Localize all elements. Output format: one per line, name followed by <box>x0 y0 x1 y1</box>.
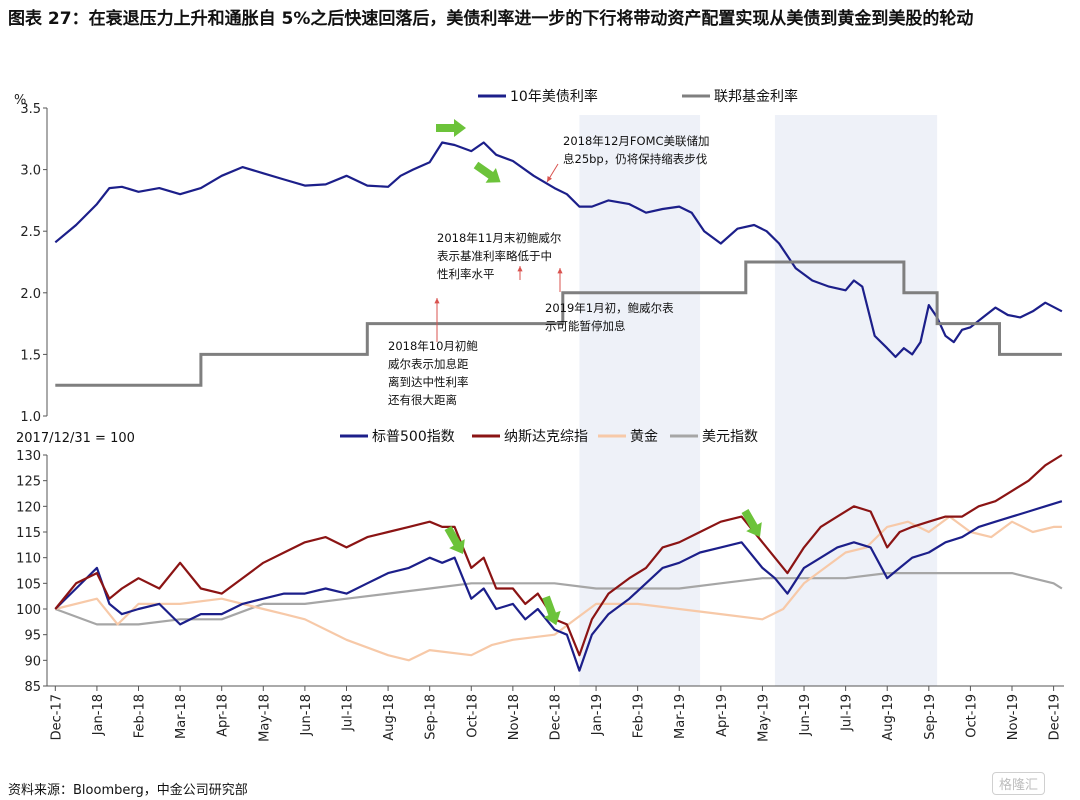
green-arrow-bottom-3-shape <box>741 509 762 537</box>
green-arrow-top-1 <box>436 119 466 137</box>
x-tick-label: Nov-18 <box>507 694 522 740</box>
x-tick-label: Sep-19 <box>923 694 938 740</box>
bottom-y-tick-label: 100 <box>16 603 41 618</box>
green-arrow-top-2-shape <box>473 161 501 183</box>
bottom-y-tick-label: 85 <box>24 680 41 695</box>
top-y-tick-label: 1.5 <box>20 348 41 363</box>
annotation-dec2018-fomc-line: 息25bp，仍将保持缩表步伐 <box>563 152 708 166</box>
top-y-tick-label: 2.5 <box>20 225 41 240</box>
x-tick-label: Oct-18 <box>465 694 480 738</box>
top-y-tick-label: 1.0 <box>20 410 41 425</box>
shaded-period-2 <box>774 115 938 686</box>
green-arrow-bottom-2-shape <box>542 595 561 626</box>
shaded-periods <box>579 115 938 686</box>
x-tick-label: Mar-18 <box>174 694 189 739</box>
top-y-tick-label: 3.0 <box>20 164 41 179</box>
bottom-y-axis-label: 2017/12/31 = 100 <box>16 431 135 446</box>
annotation-oct2018-powell-line: 离到达中性利率 <box>388 375 469 389</box>
annotation-jan2019-powell-line: 示可能暂停加息 <box>545 319 626 333</box>
bottom-y-tick-label: 110 <box>16 552 41 567</box>
x-tick-label: Feb-19 <box>632 694 647 738</box>
bottom-y-tick-label: 105 <box>16 577 41 592</box>
top-y-tick-label: 3.5 <box>20 102 41 117</box>
pointer-nov2018-powell-head <box>517 266 523 272</box>
series-line-fedfunds <box>55 260 1062 387</box>
pointer-oct2018-powell-head <box>434 298 440 304</box>
source-note: 资料来源：Bloomberg，中金公司研究部 <box>8 783 248 798</box>
shaded-period-1 <box>579 115 701 686</box>
legend-gold-label: 黄金 <box>630 428 658 445</box>
pointer-jan2019-powell-head <box>557 268 563 274</box>
chart-title: 图表 27：在衰退压力上升和通胀自 5%之后快速回落后，美债利率进一步的下行将带… <box>8 9 974 29</box>
legend-spx-label: 标普500指数 <box>372 429 455 445</box>
series-line-spx <box>54 500 1063 672</box>
legend-dxy-label: 美元指数 <box>702 429 758 445</box>
x-tick-label: Jun-18 <box>299 694 314 737</box>
x-tick-label: Aug-19 <box>881 694 896 741</box>
x-tick-label: Jul-19 <box>840 694 855 732</box>
x-tick-label: May-18 <box>257 694 272 742</box>
bottom-y-tick-label: 115 <box>16 526 41 541</box>
x-tick-label: Jan-18 <box>91 694 106 736</box>
green-arrow-bottom-2 <box>542 595 561 626</box>
series-line-ust10y <box>54 141 1063 358</box>
green-arrow-bottom-1-shape <box>444 526 465 554</box>
x-tick-label: Aug-18 <box>382 694 397 741</box>
bottom-y-tick-label: 125 <box>16 475 41 490</box>
x-tick-label: Apr-19 <box>715 694 730 737</box>
green-arrow-bottom-3 <box>741 509 762 537</box>
annotation-jan2019-powell-line: 2019年1月初，鲍威尔表 <box>545 301 674 315</box>
x-axis: Dec-17 Jan-18 Feb-18 Mar-18 Apr-18 May-18 Jun-… <box>47 685 1064 742</box>
x-tick-label: Nov-19 <box>1006 694 1021 740</box>
x-tick-label: Dec-18 <box>549 694 564 740</box>
bottom-y-tick-label: 90 <box>24 654 41 669</box>
x-tick-label: Jul-18 <box>341 694 356 732</box>
top-panel-axes: % 1.0 1.5 2.0 2.5 3.0 3.5 <box>14 93 48 425</box>
top-y-axis-unit: % <box>14 93 26 108</box>
x-tick-label: Dec-19 <box>1048 694 1063 740</box>
watermark-logo: 格隆汇 <box>992 772 1046 795</box>
legend-ust10y-label: 10年美债利率 <box>510 88 598 105</box>
x-tick-label: Sep-18 <box>424 694 439 740</box>
top-panel-lines <box>54 141 1063 387</box>
x-tick-label: Apr-18 <box>216 694 231 737</box>
annotation-oct2018-powell-line: 还有很大距离 <box>388 393 457 407</box>
x-tick-label: Jun-19 <box>798 694 813 737</box>
annotation-nov2018-powell-line: 表示基准利率略低于中 <box>437 249 552 263</box>
bottom-panel-lines <box>54 454 1063 672</box>
pointer-dec2018-fomc-head <box>547 176 552 182</box>
x-tick-label: Dec-17 <box>49 694 64 740</box>
annotation-nov2018-powell-line: 2018年11月末初鲍威尔 <box>437 231 561 245</box>
green-arrow-top-1-shape <box>436 119 466 137</box>
annotation-nov2018-powell-line: 性利率水平 <box>437 267 495 281</box>
bottom-y-tick-label: 120 <box>16 500 41 515</box>
bottom-panel-axes: 2017/12/31 = 100 85 90 95 100 105 110 115 120 125… <box>16 431 135 695</box>
x-tick-label: Mar-19 <box>673 694 688 739</box>
x-tick-label: Jan-19 <box>590 694 605 736</box>
bottom-y-tick-label: 130 <box>16 449 41 464</box>
bottom-y-tick-label: 95 <box>24 629 41 644</box>
x-tick-label: Oct-19 <box>964 694 979 738</box>
green-arrow-top-2 <box>473 161 501 183</box>
annotation-dec2018-fomc-line: 2018年12月FOMC美联储加 <box>563 134 710 148</box>
legend-fedfunds-label: 联邦基金利率 <box>714 88 798 105</box>
annotation-oct2018-powell-line: 2018年10月初鲍 <box>388 339 478 353</box>
series-line-nasdaq <box>54 454 1063 657</box>
green-arrow-bottom-1 <box>444 526 465 554</box>
x-tick-label: Feb-18 <box>133 694 148 738</box>
x-tick-label: May-19 <box>756 694 771 742</box>
annotation-oct2018-powell-line: 威尔表示加息距 <box>388 357 469 371</box>
top-y-tick-label: 2.0 <box>20 287 41 302</box>
legend-nasdaq-label: 纳斯达克综指 <box>504 429 588 445</box>
series-line-dxy <box>54 572 1063 626</box>
